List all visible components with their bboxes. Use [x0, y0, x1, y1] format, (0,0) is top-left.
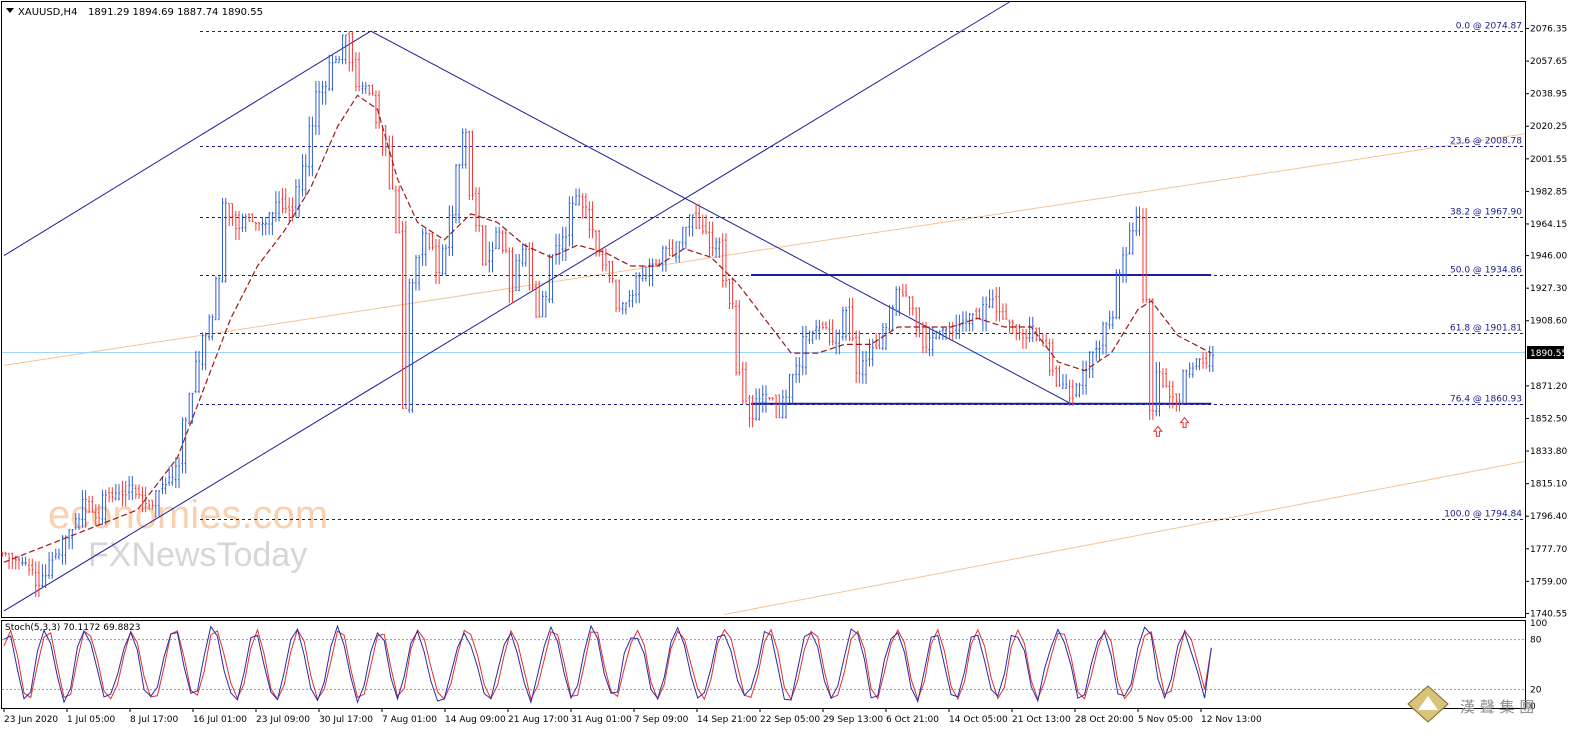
x-tick-label: 21 Oct 13:00 [1012, 715, 1071, 725]
stoch-d-line [3, 628, 1212, 701]
fib-label-0: 0.0 @ 2074.87 [1456, 22, 1522, 32]
price-axis: 2076.35 2057.65 2038.95 2020.25 2001.55 1982.… [1525, 25, 1567, 712]
current-price-bg [1527, 346, 1564, 359]
x-tick-label: 14 Oct 05:00 [949, 715, 1008, 725]
y-tick-label: 1852.50 [1530, 414, 1567, 424]
fib-label-5: 76.4 @ 1860.93 [1450, 395, 1522, 405]
stoch-level-label: 80 [1530, 636, 1542, 646]
y-tick-label: 1740.55 [1530, 610, 1567, 620]
ohlc-label: 1891.29 1894.69 1887.74 1890.55 [88, 7, 263, 18]
x-tick-label: 1 Jul 05:00 [67, 715, 116, 725]
x-tick-label: 14 Sep 21:00 [697, 715, 757, 725]
main-pane [1, 1, 1526, 618]
orange-channel-lines [3, 133, 1526, 615]
y-tick-label: 1908.60 [1530, 317, 1567, 327]
y-tick-label: 2076.35 [1530, 25, 1567, 35]
y-tick-label: 1927.30 [1530, 284, 1567, 294]
moving-average [3, 94, 1212, 563]
x-tick-label: 23 Jul 09:00 [256, 715, 310, 725]
y-tick-label: 2020.25 [1530, 122, 1567, 132]
stoch-label: Stoch(5,3,3) 70.1172 69.8823 [5, 623, 140, 633]
stoch-level-label: 0 [1530, 702, 1536, 712]
symbol-label: XAUUSD,H4 [18, 7, 77, 18]
stoch-pane [1, 620, 1526, 709]
y-tick-label: 1871.20 [1530, 382, 1567, 392]
y-tick-label: 2057.65 [1530, 57, 1567, 67]
x-tick-label: 31 Aug 01:00 [571, 715, 632, 725]
trend-lines [3, 1, 1212, 612]
x-tick-label: 6 Oct 21:00 [886, 715, 939, 725]
y-tick-label: 2001.55 [1530, 155, 1567, 165]
stochastic-oscillator: Stoch(5,3,3) 70.1172 69.8823 [2, 623, 1525, 704]
orange-line-0 [3, 133, 1526, 366]
x-tick-label: 23 Jun 2020 [4, 715, 58, 725]
signal-arrows [1152, 416, 1190, 437]
x-tick-label: 12 Nov 13:00 [1201, 715, 1262, 725]
orange-line-1 [724, 460, 1526, 615]
trend-line-0 [3, 30, 372, 257]
x-tick-label: 7 Sep 09:00 [634, 715, 689, 725]
fib-label-4: 61.8 @ 1901.81 [1450, 324, 1522, 334]
x-tick-label: 7 Aug 01:00 [382, 715, 437, 725]
candlesticks [1, 31, 1215, 598]
x-tick-label: 28 Oct 20:00 [1075, 715, 1134, 725]
x-tick-label: 29 Sep 13:00 [823, 715, 883, 725]
y-tick-label: 1815.10 [1530, 480, 1567, 490]
stoch-level-label: 20 [1530, 685, 1542, 695]
fib-label-3: 50.0 @ 1934.86 [1450, 266, 1522, 276]
x-tick-label: 30 Jul 17:00 [319, 715, 373, 725]
current-price-box: 1890.55 [1527, 346, 1567, 359]
x-tick-label: 22 Sep 05:00 [760, 715, 820, 725]
brand-logo: 漢 聲 集 團 [1407, 685, 1534, 723]
current-price-text: 1890.55 [1530, 349, 1567, 359]
watermark-line1: economies.com [48, 493, 328, 537]
y-tick-label: 1833.80 [1530, 447, 1567, 457]
brand-text: 漢 聲 集 團 [1460, 698, 1534, 716]
chart-header: XAUUSD,H4 1891.29 1894.69 1887.74 1890.5… [6, 7, 263, 18]
x-tick-label: 8 Jul 17:00 [130, 715, 179, 725]
stoch-k-line [3, 624, 1212, 704]
fib-label-2: 38.2 @ 1967.90 [1450, 208, 1522, 218]
y-tick-label: 1777.70 [1530, 545, 1567, 555]
x-tick-label: 16 Jul 01:00 [193, 715, 247, 725]
brand-mountain-icon [1418, 696, 1438, 710]
watermark-line2: FXNewsToday [88, 536, 307, 574]
dropdown-triangle-icon [6, 8, 14, 13]
stoch-level-label: 100 [1530, 619, 1547, 629]
x-tick-label: 5 Nov 05:00 [1138, 715, 1193, 725]
time-axis: 23 Jun 2020 1 Jul 05:00 8 Jul 17:00 16 Jul … [3, 708, 1262, 725]
y-tick-label: 1982.85 [1530, 187, 1567, 197]
trend-line-2 [3, 1, 1010, 612]
x-tick-label: 14 Aug 09:00 [445, 715, 506, 725]
y-tick-label: 1759.00 [1530, 577, 1567, 587]
ma-line [3, 94, 1212, 563]
fibonacci-levels: 0.0 @ 2074.87 23.6 @ 2008.78 38.2 @ 1967.9… [200, 22, 1525, 520]
up-arrow-icon [1179, 416, 1190, 429]
trend-line-1 [370, 30, 1072, 405]
y-tick-label: 1796.40 [1530, 512, 1567, 522]
fib-label-1: 23.6 @ 2008.78 [1450, 137, 1522, 147]
y-tick-label: 1964.15 [1530, 220, 1567, 230]
fib-label-6: 100.0 @ 1794.84 [1444, 510, 1522, 520]
up-arrow-icon [1152, 425, 1163, 437]
y-tick-label: 1946.00 [1530, 252, 1567, 262]
x-tick-label: 21 Aug 17:00 [508, 715, 569, 725]
y-tick-label: 2038.95 [1530, 90, 1567, 100]
